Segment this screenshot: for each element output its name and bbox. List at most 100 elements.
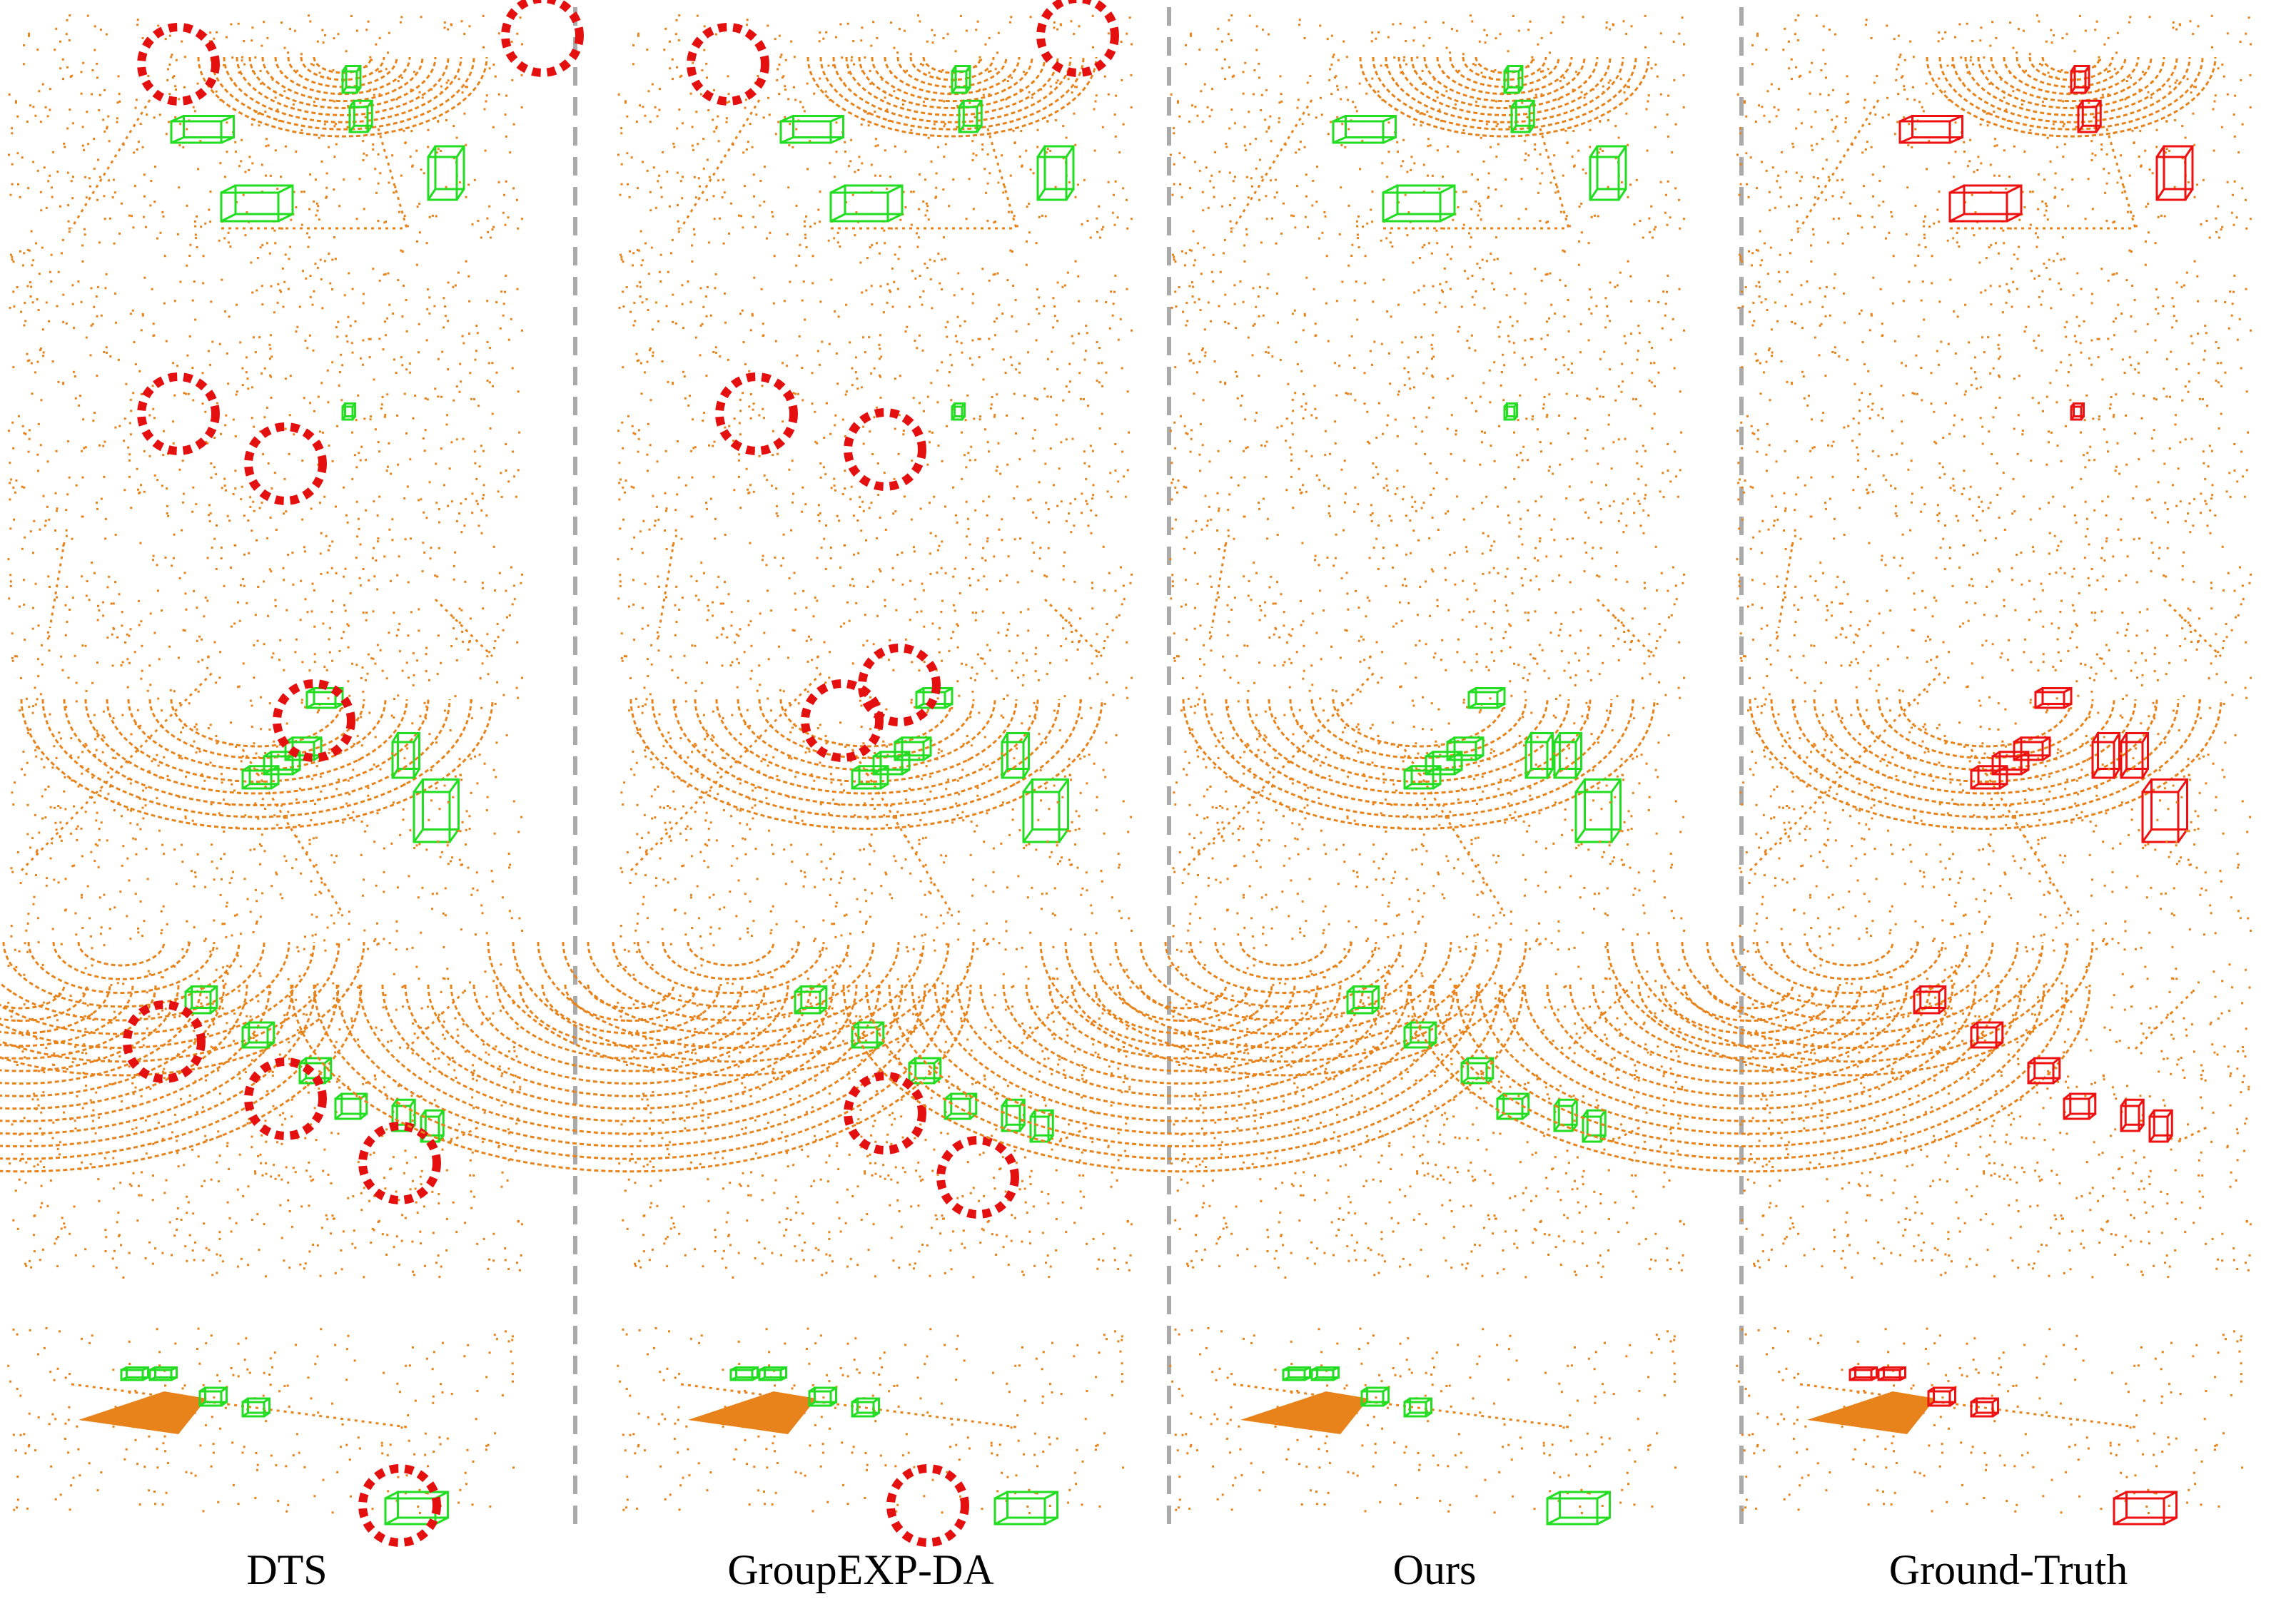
scan-ring (1951, 56, 2191, 123)
scan-ring (1025, 984, 1342, 1072)
scan-ring (450, 984, 812, 1085)
point-line (1611, 1126, 1641, 1143)
scan-ring (404, 984, 858, 1110)
error-circle (137, 372, 220, 455)
scan-ring (637, 941, 825, 994)
scan-ring (1592, 984, 1908, 1072)
scan-ring (1938, 56, 2204, 131)
scan-ring (1164, 941, 1402, 1008)
bounding-box-edges (1582, 1110, 1607, 1142)
panel-r2-c4 (1736, 328, 2252, 843)
scan-ring (1409, 984, 2091, 1173)
scan-ring (1039, 941, 1527, 1077)
scan-ring (1048, 984, 1319, 1060)
bounding-box-edges (1361, 1386, 1390, 1407)
point-line (679, 99, 761, 229)
scan-ring (290, 984, 972, 1173)
scan-ring (1656, 941, 2044, 1049)
scan-ring (20, 699, 494, 830)
point-line (658, 542, 675, 629)
bounding-box-edges (1332, 115, 1397, 144)
bounding-box-edges (420, 1110, 445, 1142)
bounding-box-edges (794, 985, 827, 1015)
bounding-box-edges (221, 184, 293, 223)
lidar-points (619, 643, 1133, 957)
bounding-box-edges (1589, 146, 1627, 201)
scan-ring (1877, 699, 2094, 759)
bounding-box-edges (2120, 1099, 2145, 1132)
bounding-box-edges (1497, 1092, 1529, 1120)
panel-r5-c4 (1736, 1327, 2243, 1526)
scan-ring (564, 984, 698, 1022)
scan-ring (0, 984, 66, 1010)
point-line (70, 99, 151, 229)
scan-ring (842, 984, 1524, 1173)
scan-ring (1093, 984, 1273, 1035)
point-line (1777, 542, 1794, 629)
error-circle (886, 1464, 969, 1547)
bounding-box-edges (2063, 1092, 2096, 1120)
bounding-box-edges (830, 184, 903, 223)
scan-ring (1637, 984, 1863, 1047)
lidar-points (10, 643, 523, 957)
scan-ring (1182, 699, 1656, 830)
scan-ring (2041, 56, 2101, 74)
scan-ring (1569, 984, 1931, 1085)
bounding-box-edges (2113, 1491, 2178, 1526)
panel-r5-c3 (1169, 1327, 1677, 1526)
error-circle (858, 644, 941, 726)
scan-ring (779, 699, 954, 748)
scan-ring (1523, 984, 1977, 1110)
scan-ring (1455, 984, 2045, 1148)
bounding-box-edges (2070, 65, 2090, 93)
scan-ring (1359, 56, 1650, 138)
bounding-box-edges (341, 65, 362, 93)
scan-ring (472, 984, 789, 1072)
scan-ring (629, 699, 1103, 830)
panel-r4-c4 (1409, 963, 2252, 1279)
point-line (1567, 990, 1627, 1050)
error-circle (936, 1136, 1019, 1219)
scan-ring (832, 56, 1072, 123)
scan-ring (1372, 56, 1637, 131)
bounding-box-edges (341, 402, 356, 420)
lidar-points (1736, 963, 2252, 1279)
scan-ring (1806, 941, 1894, 967)
scan-ring (1964, 56, 2178, 116)
bounding-box-edges (2035, 687, 2072, 709)
bounding-box-edges (1949, 184, 2022, 223)
bounding-box-edges (759, 1366, 787, 1381)
scan-ring (0, 984, 294, 1135)
bounding-box-edges (185, 985, 218, 1015)
bounding-box-edges (851, 1021, 884, 1049)
error-circle (244, 1057, 327, 1140)
scan-ring (0, 984, 88, 1022)
bounding-box-edges (958, 100, 983, 133)
bounding-box-edges (1001, 732, 1030, 778)
point-line (1210, 542, 1228, 629)
scan-ring (1385, 56, 1624, 123)
scan-ring (1477, 984, 2023, 1135)
scan-ring (934, 984, 1433, 1122)
dense-ground-points (79, 1391, 207, 1434)
scan-ring (1239, 941, 1327, 967)
point-line (20, 669, 216, 872)
scan-ring (1002, 984, 1365, 1085)
scan-ring (758, 699, 975, 759)
bounding-box-edges (1404, 765, 1441, 790)
scan-ring (77, 941, 166, 967)
bounding-box-edges (285, 736, 322, 761)
scan-ring (313, 56, 373, 74)
scan-ring (1246, 699, 1592, 795)
error-circle (687, 23, 769, 106)
bounding-box-edges (1425, 751, 1462, 776)
bounding-box-edges (348, 100, 373, 133)
scan-ring (1791, 699, 2180, 806)
error-circle (844, 1072, 926, 1154)
scan-ring (63, 699, 451, 806)
scan-ring (888, 984, 1479, 1148)
scan-ring (1289, 699, 1549, 771)
scan-ring (1139, 984, 1228, 1010)
lidar-points (7, 963, 523, 1279)
bounding-box-edges (1036, 146, 1075, 201)
